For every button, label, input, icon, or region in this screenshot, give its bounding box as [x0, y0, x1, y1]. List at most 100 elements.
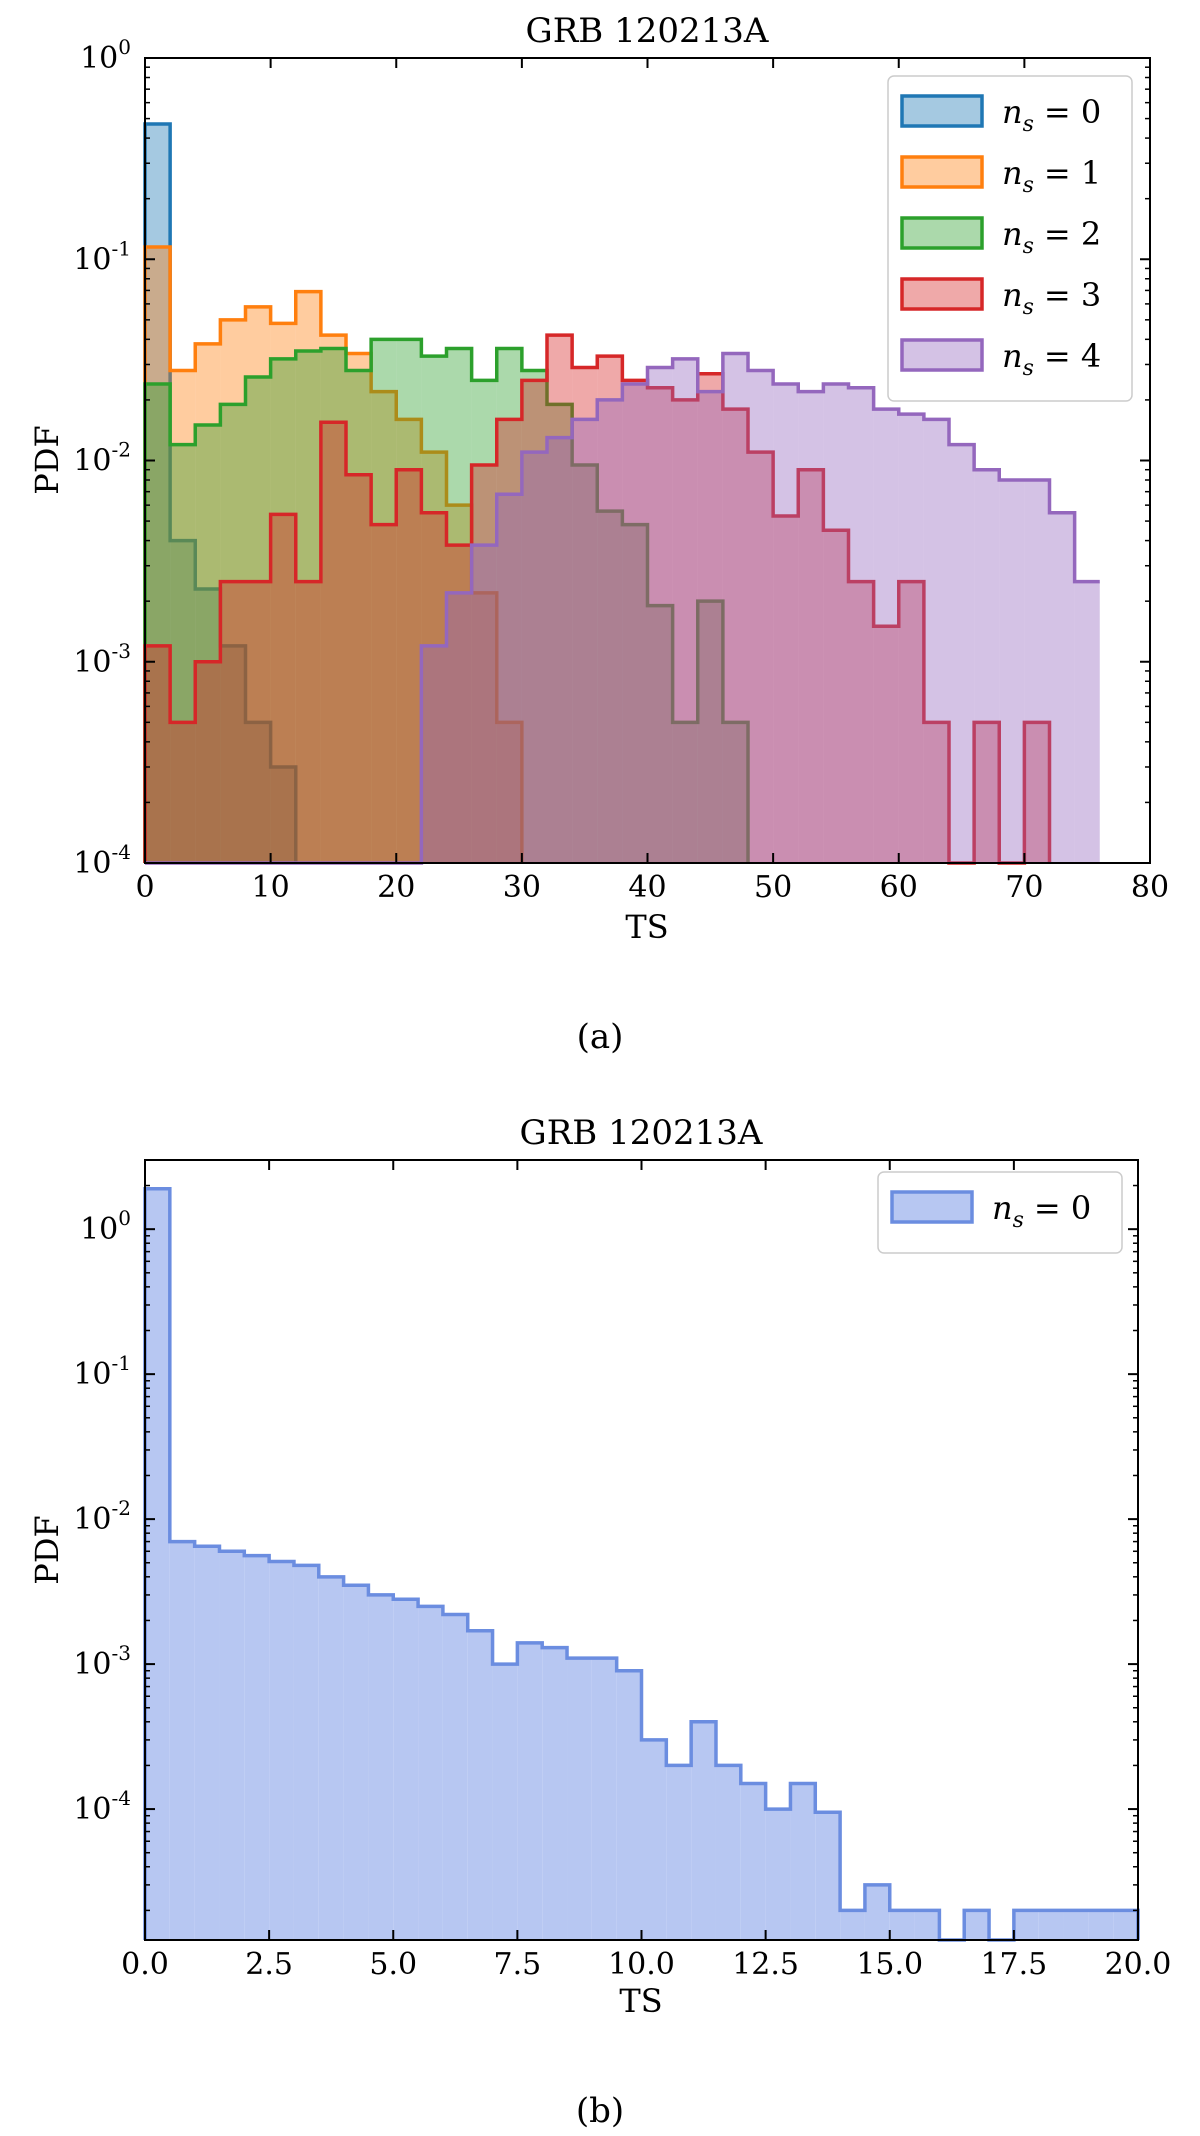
histogram-bar: [421, 512, 447, 863]
histogram-bar: [170, 370, 196, 863]
x-tick-label: 30: [503, 870, 541, 905]
chart-panel-b: 0.0 2.5 5.0 7.5 10.0 12.5 15.0 17.5 20.0 100 10-1…: [28, 1113, 1171, 2131]
histogram-bar: [346, 353, 372, 863]
histogram-bar: [421, 645, 447, 863]
histogram-bar: [873, 409, 899, 863]
legend-label: ns = 3: [1002, 276, 1101, 320]
histogram-bar: [446, 592, 472, 863]
histogram-bar: [396, 469, 422, 863]
x-tick-label: 0.0: [121, 1947, 169, 1982]
histogram-bar: [220, 404, 246, 863]
histogram-bar: [170, 722, 196, 863]
x-tick-label: 80: [1131, 870, 1169, 905]
histogram-bar: [572, 419, 598, 863]
histogram-bar: [697, 601, 723, 863]
histogram-bar: [898, 581, 924, 863]
histogram-series-layer: [143, 1187, 1140, 1942]
histogram-bar: [145, 1188, 170, 1940]
histogram-bar: [492, 1664, 518, 1940]
histogram-bar: [195, 343, 221, 863]
x-tick-label: 10.0: [608, 1947, 675, 1982]
histogram-bar: [622, 383, 648, 863]
legend-swatch: [900, 277, 984, 311]
histogram-bar: [647, 367, 673, 863]
histogram-bar: [270, 766, 296, 863]
x-tick-label: 70: [1005, 870, 1043, 905]
y-tick-label: 10-3: [73, 639, 131, 680]
x-tick-label: 15.0: [856, 1947, 923, 1982]
histogram-bar: [220, 319, 246, 863]
histogram-bar: [722, 353, 748, 863]
histogram-bar: [521, 452, 547, 863]
y-tick-label: 10-2: [73, 438, 131, 479]
x-axis-label: TS: [625, 908, 668, 946]
y-tick-label: 10-1: [73, 1351, 131, 1392]
y-tick-label: 10-3: [73, 1641, 131, 1682]
histogram-bar: [798, 469, 824, 863]
x-axis-label: TS: [619, 1982, 662, 2020]
histogram-bar: [616, 1670, 642, 1940]
x-tick-label: 10: [252, 870, 290, 905]
legend-label: ns = 0: [992, 1189, 1091, 1233]
legend-swatch: [900, 94, 984, 128]
histogram-bar: [496, 722, 522, 863]
histogram-bar: [346, 370, 372, 863]
x-tick-label: 20: [377, 870, 415, 905]
x-tick-label: 5.0: [369, 1947, 417, 1982]
histogram-bar: [169, 1541, 195, 1940]
histogram-bar: [393, 1599, 419, 1940]
histogram-bar: [964, 1910, 990, 1940]
histogram-bar: [371, 524, 397, 863]
histogram-bar: [320, 422, 346, 863]
histogram-bar: [647, 605, 673, 863]
histogram-bar: [591, 1658, 617, 1940]
histogram-outline: [143, 333, 1052, 865]
histogram-bar: [647, 387, 673, 863]
x-tick-label: 50: [754, 870, 792, 905]
histogram-bar: [999, 480, 1025, 863]
histogram-bar: [914, 1910, 940, 1940]
histogram-bar: [547, 437, 573, 863]
histogram-bar: [220, 645, 246, 863]
histogram-bar: [949, 444, 975, 863]
histogram-bar: [244, 1555, 270, 1940]
histogram-bar: [790, 1783, 816, 1940]
series-3: [143, 333, 1052, 865]
figure-caption: (b): [576, 2091, 624, 2131]
histogram-bar: [898, 414, 924, 863]
histogram-bar: [722, 409, 748, 863]
y-tick-label: 10-1: [73, 236, 131, 277]
histogram-bar: [798, 391, 824, 863]
y-axis-label: PDF: [28, 425, 66, 494]
histogram-bar: [245, 376, 271, 863]
histogram-bar: [471, 380, 497, 863]
legend: ns = 0 ns = 1 ns = 2 ns = 3 ns = 4: [887, 75, 1133, 402]
histogram-bar: [145, 383, 171, 863]
histogram-bar: [672, 399, 698, 863]
histogram-bar: [270, 514, 296, 863]
histogram-bar: [547, 335, 573, 864]
chart-title: GRB 120213A: [520, 1113, 763, 1153]
histogram-bar: [597, 356, 623, 863]
histogram-bar: [923, 722, 949, 863]
legend-swatch: [900, 216, 984, 250]
histogram-bar: [220, 581, 246, 863]
y-axis-ticks: 100 10-1 10-2 10-3 10-4: [73, 35, 1150, 881]
y-tick-label: 10-4: [73, 840, 131, 881]
histogram-bar: [270, 358, 296, 863]
histogram-bar: [1024, 480, 1050, 863]
histogram-bar: [889, 1910, 915, 1940]
histogram-bar: [547, 404, 573, 863]
y-tick-label: 100: [80, 35, 131, 76]
histogram-bar: [145, 247, 171, 864]
histogram-bar: [471, 592, 497, 863]
histogram-bar: [471, 545, 497, 863]
histogram-bar: [446, 348, 472, 863]
histogram-bar: [368, 1594, 394, 1940]
histogram-bar: [848, 581, 874, 863]
histogram-bar: [170, 444, 196, 863]
y-axis-ticks: 100 10-1 10-2 10-3 10-4: [73, 1159, 1138, 1912]
legend-swatch: [890, 1190, 974, 1224]
histogram-bar: [722, 722, 748, 863]
